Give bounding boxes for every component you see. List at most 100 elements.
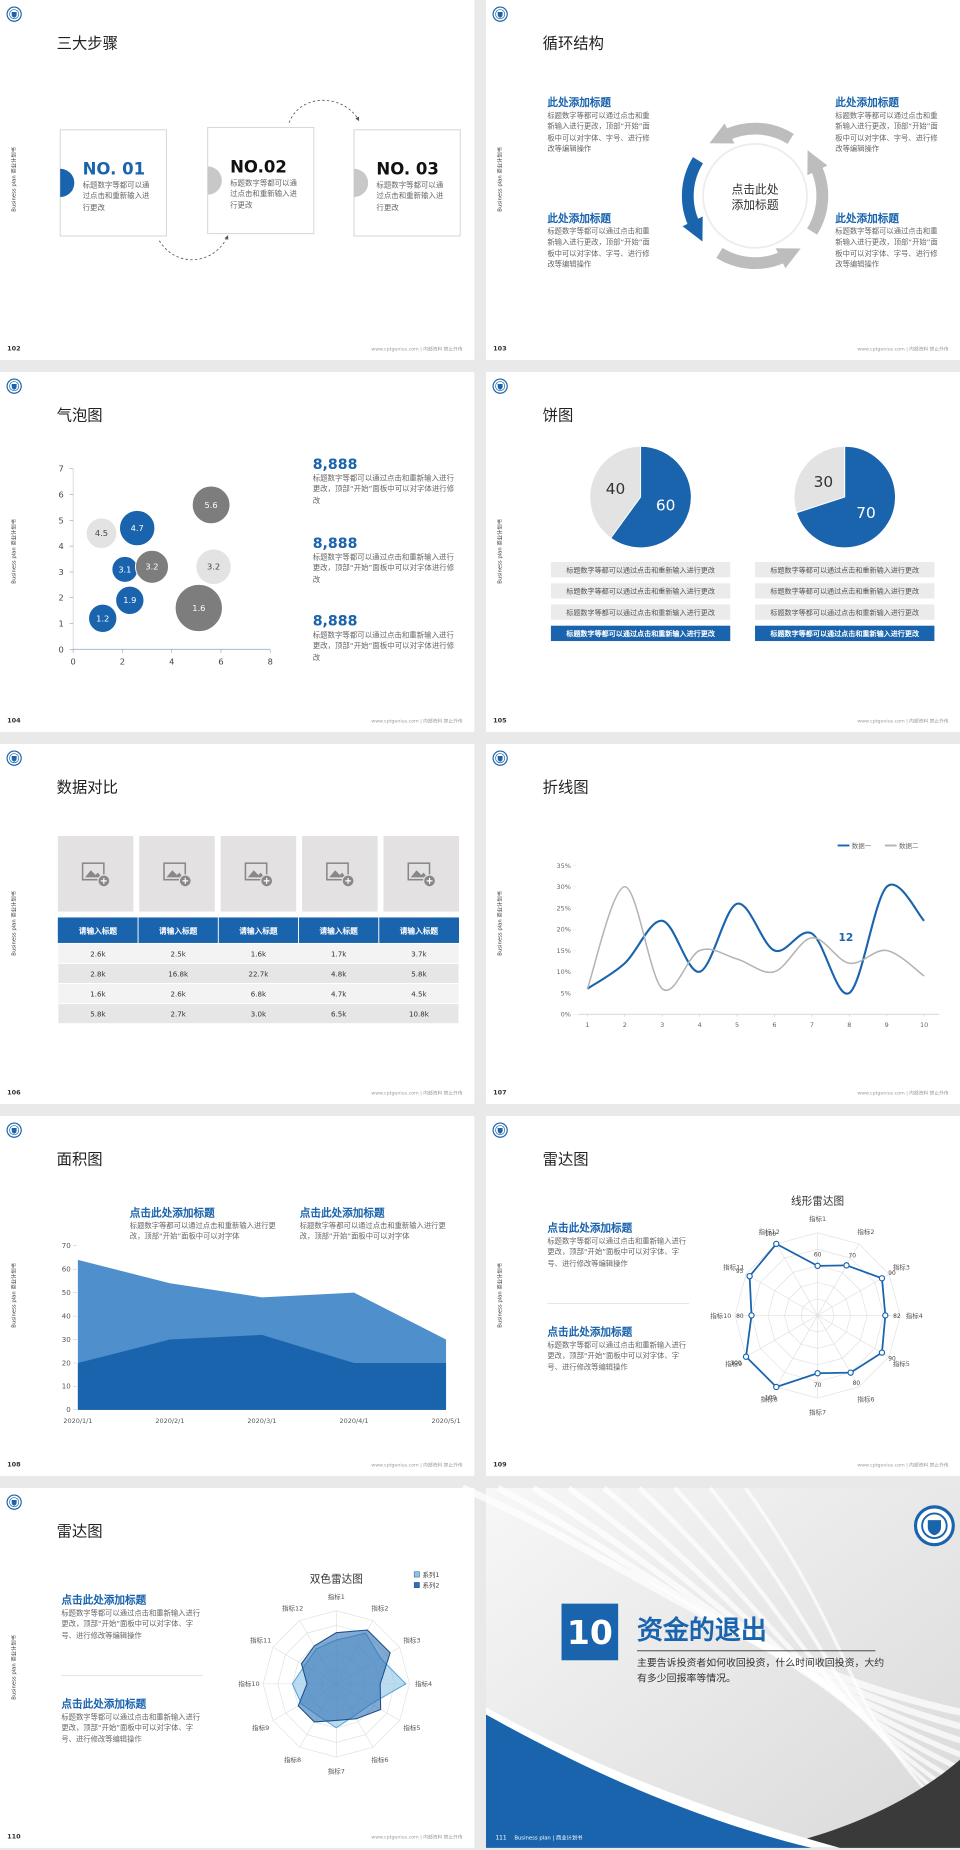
logo-shield — [497, 12, 503, 18]
x-tick-label: 4 — [169, 657, 174, 667]
side-label: Business plan 商业计划书 — [9, 1634, 17, 1699]
bubble-label: 1.2 — [96, 613, 109, 623]
logo-shield — [497, 1128, 503, 1134]
footer: www.cptgenius.com | 内部资料 禁止外传 — [371, 1833, 462, 1840]
radar-axis-label: 指标10 — [238, 1679, 259, 1688]
x-tick-label: 2 — [120, 657, 125, 667]
image-icon-plus-sign — [345, 877, 352, 884]
logo-shield — [497, 756, 503, 762]
y-tick-label: 15% — [557, 947, 571, 955]
step-card — [59, 129, 167, 237]
radar-value-label: 100 — [730, 1361, 741, 1367]
block-text-box: 标题数字等都可以通过点击和重新输入进行更改，顶部“开始”面板中可以对字体、字号、… — [835, 112, 937, 153]
step-marker — [60, 168, 75, 198]
stat-text-box: 标题数字等都可以通过点击和重新输入进行更改，顶部“开始”面板中可以对字体进行修改 — [313, 475, 454, 506]
radar-axis-label: 指标1 — [328, 1592, 345, 1601]
image-icon-mountain — [410, 870, 428, 878]
page-number: 105 — [493, 716, 507, 724]
radar-axis-label: 指标4 — [415, 1679, 432, 1688]
slide-title: 面积图 — [57, 1150, 103, 1168]
slide-title: 雷达图 — [57, 1522, 103, 1540]
image-placeholder — [139, 836, 215, 912]
radar-axis-label: 指标3 — [893, 1262, 910, 1271]
x-tick-label: 9 — [885, 1021, 889, 1029]
radar-axis-label: 指标2 — [371, 1604, 388, 1613]
chart-title: 双色雷达图 — [310, 1572, 363, 1585]
table-cell: 1.6k — [251, 949, 267, 958]
pie-item-box — [550, 604, 731, 620]
cover-wave — [496, 1485, 960, 1730]
step-text-box: 标题数字等都可以通过点击和重新输入进行更改 — [83, 182, 150, 213]
side-label: Business plan 商业计划书 — [9, 890, 17, 955]
logo-inner — [495, 381, 506, 392]
area-series — [77, 1334, 447, 1410]
step-label: NO. 03 — [376, 160, 439, 179]
legend-label: 系列2 — [422, 1581, 439, 1590]
radar-point — [847, 1369, 854, 1376]
page-number: 111 — [495, 1836, 506, 1842]
table-header-cell: 请输入标题 — [400, 925, 439, 935]
step-label: NO. 01 — [83, 160, 146, 179]
y-tick-label: 1 — [58, 618, 63, 628]
pie-item-box — [755, 583, 935, 599]
block-text: 标题数字等都可以通过点击和重新输入进行更改，顶部“开始”面板中可以对字体、字号、… — [61, 1713, 201, 1744]
image-icon — [326, 862, 349, 881]
radar-axis-label: 指标6 — [857, 1395, 874, 1404]
y-tick-label: 30 — [62, 1335, 72, 1344]
pie-slice — [610, 445, 692, 549]
side-label: Business plan 商业计划书 — [9, 518, 17, 583]
block-title: 点击此处添加标题 — [61, 1594, 146, 1607]
step-text: 标题数字等都可以通过点击和重新输入进行更改 — [230, 179, 297, 210]
stat-value: 8,888 — [313, 614, 358, 630]
section-number: 10 — [567, 1613, 613, 1652]
table-header-bg — [57, 917, 460, 944]
y-tick-label: 5 — [58, 515, 63, 525]
slide: Business plan 商业计划书 109 www.cptgenius.com … — [486, 1116, 960, 1476]
bubble-label: 4.5 — [95, 528, 108, 538]
stat-text: 标题数字等都可以通过点击和重新输入进行更改，顶部“开始”面板中可以对字体进行修改 — [312, 631, 455, 663]
slide-title: 三大步骤 — [57, 34, 118, 52]
radar-axis-label: 指标5 — [893, 1359, 910, 1368]
logo-inner — [9, 1125, 20, 1136]
slide-title: 雷达图 — [543, 1150, 589, 1168]
footer: www.cptgenius.com | 内部资料 禁止外传 — [857, 345, 948, 352]
radar-axis-label: 指标6 — [371, 1755, 388, 1764]
block-title: 点击此处添加标题 — [547, 1222, 632, 1235]
block-text: 标题数字等都可以通过点击和重新输入进行更改，顶部“开始”面板中可以对字体、字号、… — [547, 1341, 687, 1372]
slide-background — [0, 372, 475, 732]
radar-point — [773, 1240, 780, 1248]
table-row-bg — [57, 1003, 460, 1025]
y-tick-label: 3 — [58, 567, 63, 577]
bubble-label: 3.1 — [118, 564, 131, 574]
radar-spoke — [745, 1315, 818, 1357]
step-marker — [207, 166, 222, 195]
slide-title: 数据对比 — [57, 778, 118, 796]
block-text: 标题数字等都可以通过点击和重新输入进行更改，顶部“开始”面板中可以对字体、字号、… — [547, 1237, 687, 1268]
block-text: 标题数字等都可以通过点击和重新输入进行更改，顶部“开始”面板中可以对字体、字号、… — [547, 112, 650, 154]
radar-point — [878, 1349, 886, 1356]
logo-shield — [11, 1500, 17, 1506]
footer: www.cptgenius.com | 内部资料 禁止外传 — [371, 1461, 462, 1468]
block-title: 点击此处添加标题 — [61, 1697, 146, 1710]
x-tick-label: 7 — [810, 1021, 814, 1029]
radar-value-label: 100 — [765, 1395, 776, 1401]
radar-value-label: 90 — [888, 1357, 896, 1363]
cycle-center-text: 添加标题 — [731, 198, 778, 212]
pie-item-text: 标题数字等都可以通过点击和重新输入进行更改 — [770, 608, 919, 617]
block-text: 标题数字等都可以通过点击和重新输入进行更改，顶部“开始”面板中可以对字体 — [129, 1222, 276, 1242]
image-icon — [244, 862, 268, 881]
y-tick-label: 40 — [62, 1311, 72, 1320]
side-label: Business plan 商业计划书 — [495, 890, 503, 955]
legend-swatch — [413, 1582, 420, 1588]
section-number-box — [561, 1603, 619, 1661]
pie-item-box — [550, 625, 731, 642]
footer: www.cptgenius.com | 内部资料 禁止外传 — [857, 1461, 948, 1468]
block-title: 点击此处添加标题 — [130, 1206, 215, 1219]
block-text-box: 标题数字等都可以通过点击和重新输入进行更改，顶部“开始”面板中可以对字体、字号、… — [61, 1713, 201, 1744]
block-text-box: 标题数字等都可以通过点击和重新输入进行更改，顶部“开始”面板中可以对字体、字号、… — [835, 228, 937, 269]
cycle-arrow — [709, 122, 794, 144]
table-cell: 3.0k — [251, 1010, 267, 1019]
bubble-label: 3.2 — [145, 562, 158, 572]
slide-title: 饼图 — [543, 406, 574, 424]
logo-inner — [921, 1512, 948, 1539]
